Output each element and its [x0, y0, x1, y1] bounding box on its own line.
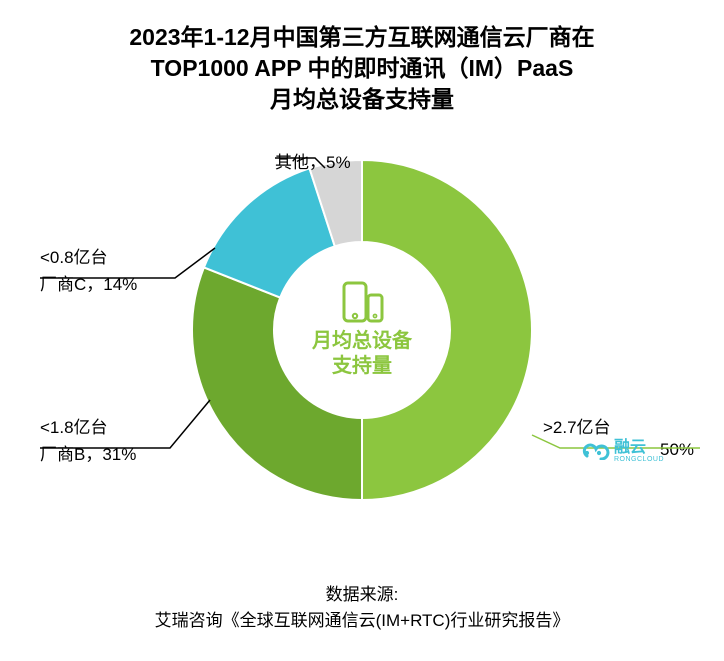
title-line-2: TOP1000 APP 中的即时通讯（IM）PaaS — [30, 53, 694, 84]
chart-title: 2023年1-12月中国第三方互联网通信云厂商在 TOP1000 APP 中的即… — [0, 0, 724, 115]
label-other-main: 其他，5% — [275, 148, 351, 173]
label-rongcloud-sub: >2.7亿台 — [543, 413, 611, 438]
label-rongcloud-pct: 50% — [660, 440, 694, 460]
rongcloud-logo-icon — [580, 438, 610, 465]
brand-cn: 融云 — [614, 440, 664, 456]
center-label-line-2: 支持量 — [312, 354, 412, 379]
source-line-1: 数据来源: — [0, 582, 724, 608]
data-source: 数据来源: 艾瑞咨询《全球互联网通信云(IM+RTC)行业研究报告》 — [0, 582, 724, 633]
donut-center-label: 月均总设备 支持量 — [312, 329, 412, 379]
title-line-3: 月均总设备支持量 — [30, 84, 694, 115]
donut-center: 月均总设备 支持量 — [274, 242, 450, 418]
label-c-main: 厂商C，14% — [40, 270, 137, 295]
rongcloud-brand: 融云 RONGCLOUD — [580, 438, 664, 465]
devices-icon — [338, 281, 386, 323]
title-line-1: 2023年1-12月中国第三方互联网通信云厂商在 — [30, 22, 694, 53]
rongcloud-brand-text: 融云 RONGCLOUD — [614, 440, 664, 463]
label-c-sub: <0.8亿台 — [40, 243, 108, 268]
source-line-2: 艾瑞咨询《全球互联网通信云(IM+RTC)行业研究报告》 — [0, 608, 724, 634]
brand-en: RONGCLOUD — [614, 456, 664, 463]
label-b-main: 厂商B，31% — [40, 440, 136, 465]
donut-chart: 月均总设备 支持量 — [182, 150, 542, 510]
center-label-line-1: 月均总设备 — [312, 329, 412, 354]
label-b-sub: <1.8亿台 — [40, 413, 108, 438]
